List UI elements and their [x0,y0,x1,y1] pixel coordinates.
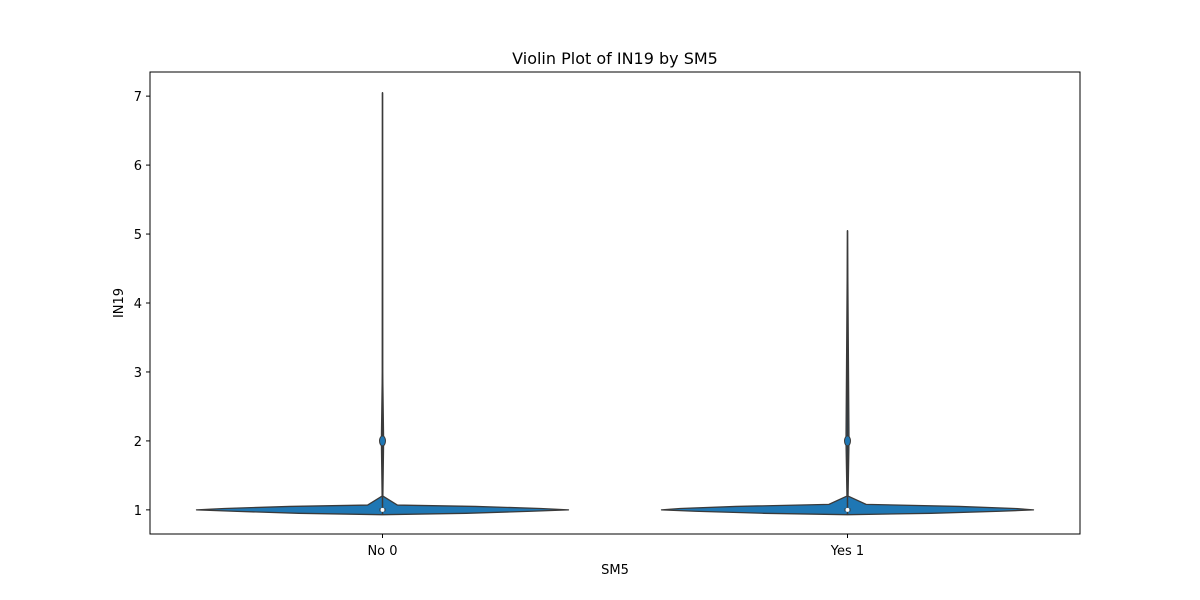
x-axis-label: SM5 [601,563,629,578]
y-tick-label: 1 [134,504,142,519]
violin-no [195,92,570,516]
y-tick-label: 3 [134,366,142,381]
y-axis-label: IN19 [112,288,127,318]
violins [195,92,1035,516]
y-tick-label: 6 [134,159,142,174]
y-axis: 1 2 3 4 5 6 7 [134,90,150,519]
y-tick-label: 2 [134,435,142,450]
x-tick-label: Yes 1 [830,544,864,559]
violin-median [845,507,850,512]
x-tick-label: No 0 [367,544,397,559]
violin-yes [660,229,1035,516]
violin-median [380,507,385,512]
violin-outlier [379,435,386,447]
chart-title: Violin Plot of IN19 by SM5 [512,49,718,68]
x-axis: No 0 Yes 1 [367,534,864,559]
y-tick-label: 4 [134,297,142,312]
y-tick-label: 7 [134,90,142,105]
y-tick-label: 5 [134,228,142,243]
violin-outlier [844,435,851,447]
